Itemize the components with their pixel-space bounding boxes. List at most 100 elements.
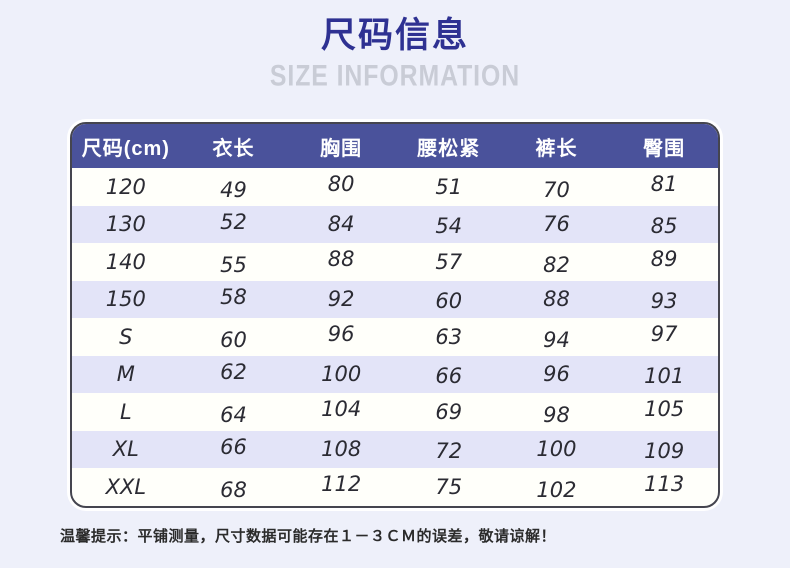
size-table: 尺码(cm) 衣长 胸围 腰松紧 裤长 臀围 120 49 80 51 70 81 130 52 84 54… [72, 124, 718, 506]
column-header: 臀围 [610, 124, 718, 168]
cell-value: 140 [105, 249, 146, 274]
measurement-cell: 54 [395, 206, 503, 244]
cell-value: 92 [327, 287, 355, 312]
table-header-row: 尺码(cm) 衣长 胸围 腰松紧 裤长 臀围 [72, 124, 718, 168]
size-label-cell: XXL [72, 468, 180, 506]
measurement-cell: 94 [503, 318, 611, 356]
measurement-cell: 96 [503, 356, 611, 394]
measurement-cell: 75 [395, 468, 503, 506]
page-title: 尺码信息 [320, 16, 469, 55]
measurement-cell: 52 [180, 206, 288, 244]
cell-value: 96 [327, 321, 355, 346]
cell-value: 120 [105, 174, 146, 199]
cell-value: 49 [220, 177, 247, 202]
measurement-cell: 60 [395, 281, 503, 319]
measurement-cell: 68 [180, 468, 288, 506]
measurement-cell: 63 [395, 318, 503, 356]
table-row: L 64 104 69 98 105 [72, 393, 718, 431]
measurement-cell: 69 [395, 393, 503, 431]
table-row: M 62 100 66 96 101 [72, 355, 718, 394]
size-label-cell: 150 [72, 281, 180, 319]
measurement-cell: 101 [610, 356, 718, 394]
measurement-cell: 113 [610, 468, 718, 506]
cell-value: 130 [105, 212, 146, 237]
cell-value: XL [112, 437, 139, 462]
page-subtitle: SIZE INFORMATION [0, 59, 790, 93]
cell-value: 66 [220, 435, 247, 460]
cell-value: 105 [644, 396, 685, 421]
column-header: 尺码(cm) [72, 124, 180, 168]
cell-value: 69 [435, 399, 463, 424]
cell-value: 102 [536, 477, 577, 502]
cell-value: XXL [105, 474, 147, 499]
measurement-cell: 81 [610, 168, 718, 206]
cell-value: 72 [435, 439, 463, 464]
measurement-cell: 112 [287, 468, 395, 506]
measurement-cell: 109 [610, 431, 718, 469]
cell-value: 55 [220, 252, 247, 277]
measurement-cell: 84 [287, 206, 395, 244]
cell-value: 60 [220, 327, 247, 352]
cell-value: 51 [435, 174, 463, 199]
cell-value: 112 [321, 471, 362, 496]
table-row: 130 52 84 54 76 85 [72, 205, 718, 244]
cell-value: 109 [644, 439, 685, 464]
measurement-cell: 85 [610, 206, 718, 244]
cell-value: 96 [543, 362, 570, 387]
cell-value: 76 [543, 212, 570, 237]
table-row: XL 66 108 72 100 109 [72, 430, 718, 469]
measurement-cell: 100 [503, 431, 611, 469]
cell-value: 57 [435, 249, 463, 274]
measurement-cell: 64 [180, 393, 288, 431]
size-label-cell: M [72, 356, 180, 394]
measurement-cell: 80 [287, 168, 395, 206]
measurement-cell: 76 [503, 206, 611, 244]
cell-value: 150 [105, 287, 146, 312]
table-row: 140 55 88 57 82 89 [72, 243, 718, 281]
measurement-cell: 93 [610, 281, 718, 319]
measurement-cell: 100 [287, 356, 395, 394]
cell-value: 108 [321, 437, 362, 462]
measurement-cell: 98 [503, 393, 611, 431]
cell-value: L [119, 399, 132, 424]
cell-value: 82 [543, 252, 570, 277]
measurement-cell: 92 [287, 281, 395, 319]
measurement-cell: 70 [503, 168, 611, 206]
table-row: XXL 68 112 75 102 113 [72, 468, 718, 506]
cell-value: 66 [435, 364, 463, 389]
measurement-cell: 49 [180, 168, 288, 206]
measurement-cell: 96 [287, 318, 395, 356]
measurement-cell: 60 [180, 318, 288, 356]
cell-value: 89 [650, 246, 678, 271]
measurement-cell: 88 [503, 281, 611, 319]
cell-value: 93 [650, 289, 678, 314]
measurement-cell: 51 [395, 168, 503, 206]
cell-value: 85 [650, 214, 678, 239]
measurement-cell: 108 [287, 431, 395, 469]
cell-value: 80 [327, 171, 355, 196]
cell-value: 98 [543, 402, 570, 427]
cell-value: 94 [543, 327, 570, 352]
column-header: 胸围 [287, 124, 395, 168]
column-header: 衣长 [179, 124, 288, 168]
size-label-cell: 140 [72, 243, 180, 281]
table-row: 150 58 92 60 88 93 [72, 280, 718, 319]
cell-value: 88 [327, 246, 355, 271]
size-label-cell: L [72, 393, 180, 431]
cell-value: 63 [435, 324, 463, 349]
measurement-cell: 66 [395, 356, 503, 394]
measurement-cell: 102 [503, 468, 611, 506]
cell-value: 81 [650, 171, 678, 196]
measurement-cell: 66 [180, 431, 288, 469]
size-label-cell: XL [72, 431, 180, 469]
measurement-cell: 62 [180, 356, 288, 394]
measurement-cell: 104 [287, 393, 395, 431]
measurement-cell: 105 [610, 393, 718, 431]
measurement-cell: 88 [287, 243, 395, 281]
cell-value: 84 [327, 212, 355, 237]
cell-value: M [116, 362, 135, 387]
page-subtitle-text: SIZE INFORMATION [269, 59, 521, 93]
cell-value: 68 [220, 477, 247, 502]
cell-value: 75 [435, 474, 463, 499]
size-label-cell: S [72, 318, 180, 356]
